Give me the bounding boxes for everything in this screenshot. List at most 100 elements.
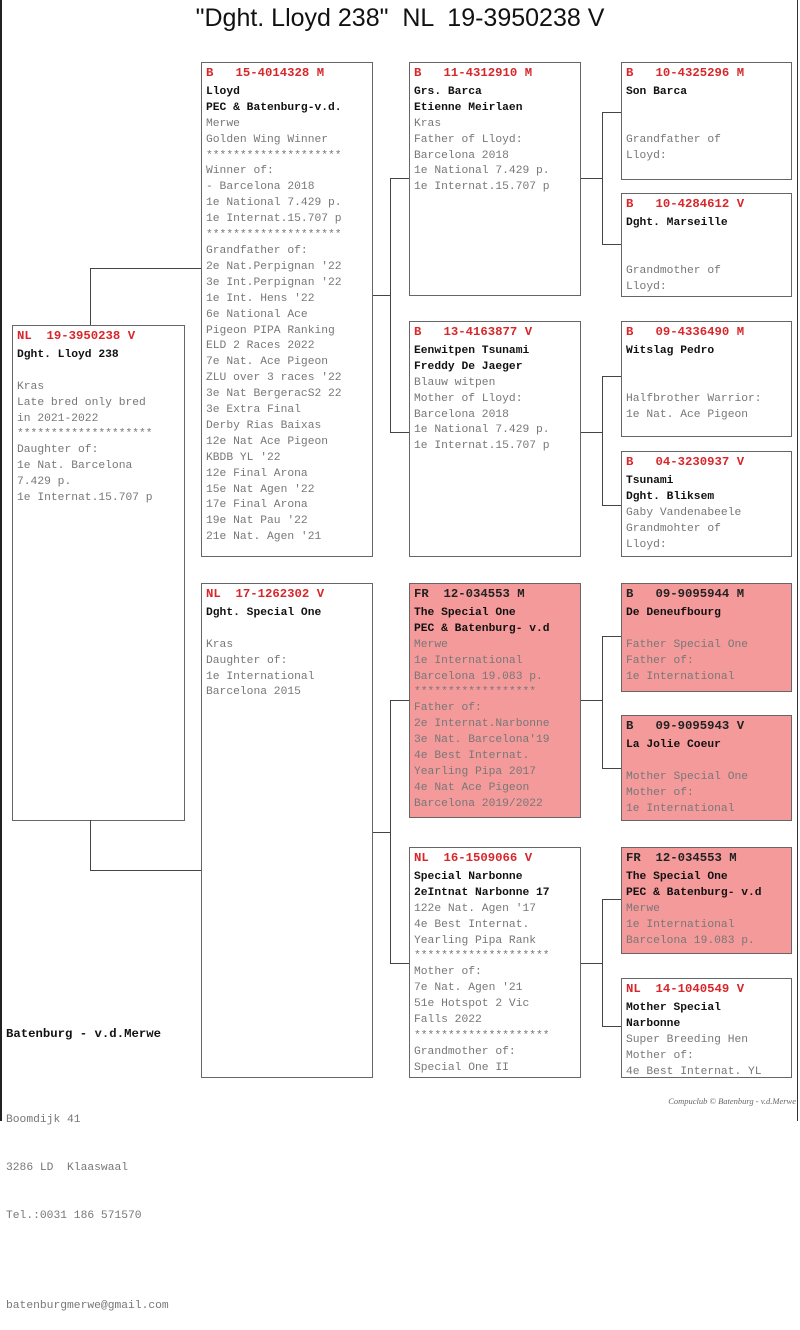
- pigeon-name: La Jolie Coeur: [626, 738, 721, 751]
- page-title: "Dght. Lloyd 238" NL 19-3950238 V: [195, 4, 605, 32]
- pedigree-card-dss: B 09-9095944 M De Deneufbourg Father Speci…: [621, 583, 792, 692]
- pigeon-name: Son Barca: [626, 85, 688, 98]
- pedigree-info-line: [626, 117, 791, 133]
- pedigree-info-line: [626, 360, 791, 376]
- pedigree-info-line: Grandmother of: [626, 264, 721, 277]
- connector-line: [390, 700, 391, 964]
- ring-number: NL 17-1262302 V: [206, 587, 325, 601]
- pedigree-info-line: 1e Int. Hens '22: [206, 292, 315, 305]
- pedigree-info-line: [626, 376, 791, 392]
- pedigree-info-line: 1e National 7.429 p.: [414, 165, 550, 178]
- pedigree-card-sire: B 15-4014328 M Lloyd PEC & Batenburg-v.d. M…: [201, 62, 373, 557]
- pedigree-info-line: Barcelona 2019/2022: [414, 797, 543, 810]
- pigeon-name: PEC & Batenburg- v.d: [414, 622, 550, 635]
- connector-line: [90, 820, 91, 870]
- connector-line: [602, 376, 603, 506]
- pedigree-info-line: Merwe: [626, 902, 660, 915]
- pigeon-name: Dght. Special One: [206, 606, 322, 619]
- breeder-email[interactable]: batenburgmerwe@gmail.com: [6, 1300, 169, 1312]
- pedigree-card-subject: NL 19-3950238 V Dght. Lloyd 238 Kras Late b…: [12, 325, 185, 821]
- pedigree-info-line: Kras: [414, 117, 442, 130]
- pedigree-info-line: 1e International: [626, 670, 735, 683]
- pedigree-info-line: Grandmohter of: [626, 522, 721, 535]
- pedigree-info-line: Grandmother of:: [414, 1045, 516, 1058]
- pedigree-info-line: Mother of:: [626, 1049, 694, 1062]
- ring-number: B 10-4325296 M: [626, 66, 745, 80]
- ring-number: B 11-4312910 M: [414, 66, 533, 80]
- pedigree-info-line: Golden Wing Winner: [206, 133, 329, 146]
- pedigree-info-line: ********************: [17, 428, 153, 441]
- pedigree-info-line: [17, 364, 184, 380]
- connector-line: [390, 178, 391, 433]
- pigeon-name: Special Narbonne: [414, 870, 523, 883]
- pedigree-info-line: Lloyd:: [626, 280, 667, 293]
- pedigree-info-line: ********************: [206, 229, 342, 242]
- pedigree-info-line: 1e Internat.15.707 p: [206, 213, 342, 226]
- pedigree-info-line: 4e Best Internat.: [414, 918, 530, 931]
- pedigree-info-line: [206, 622, 372, 638]
- pedigree-info-line: 7e Nat. Ace Pigeon: [206, 356, 329, 369]
- connector-line: [602, 505, 621, 506]
- pedigree-info-line: 21e Nat. Agen '21: [206, 531, 322, 544]
- pedigree-card-dsd: B 09-9095943 V La Jolie Coeur Mother Speci…: [621, 715, 792, 821]
- pedigree-info-line: Barcelona 19.083 p.: [626, 934, 755, 947]
- pedigree-info-line: Mother of:: [626, 786, 694, 799]
- pedigree-info-line: Special One II: [414, 1061, 509, 1074]
- pedigree-card-ssd: B 10-4284612 V Dght. Marseille Grandmother…: [621, 193, 792, 297]
- pedigree-info-line: Mother of:: [414, 966, 482, 979]
- pedigree-card-dam-dam: NL 16-1509066 V Special Narbonne 2eIntnat …: [409, 847, 581, 1078]
- pedigree-info-line: 2e Nat.Perpignan '22: [206, 260, 342, 273]
- pedigree-info-line: Father of:: [414, 702, 482, 715]
- connector-line: [602, 899, 603, 1027]
- pedigree-info-line: 1e Internat.15.707 p: [414, 440, 550, 453]
- pedigree-info-line: Father Special One: [626, 638, 749, 651]
- pedigree-info-line: [626, 232, 791, 248]
- pedigree-info-line: 1e Nat. Ace Pigeon: [626, 408, 749, 421]
- breeder-phone: Tel.:0031 186 571570: [6, 1210, 142, 1222]
- pedigree-info-line: 17e Final Arona: [206, 499, 308, 512]
- pedigree-info-line: 12e Nat Ace Pigeon: [206, 435, 329, 448]
- connector-line: [602, 1026, 621, 1027]
- connector-line: [602, 112, 621, 113]
- pedigree-info-line: 51e Hotspot 2 Vic: [414, 998, 530, 1011]
- pedigree-card-dam: NL 17-1262302 V Dght. Special One Kras Daug…: [201, 583, 373, 1078]
- ring-number: B 09-9095943 V: [626, 719, 745, 733]
- connector-line: [90, 268, 201, 269]
- pedigree-info-line: Yearling Pipa Rank: [414, 934, 537, 947]
- pedigree-info-line: [626, 754, 791, 770]
- pigeon-name: 2eIntnat Narbonne 17: [414, 886, 550, 899]
- pedigree-info-line: 12e Final Arona: [206, 467, 308, 480]
- pedigree-info-line: Falls 2022: [414, 1014, 482, 1027]
- pedigree-info-line: Merwe: [414, 638, 448, 651]
- connector-line: [581, 178, 602, 179]
- ring-number: NL 16-1509066 V: [414, 851, 533, 865]
- pedigree-card-sire-dam: B 13-4163877 V Eenwitpen Tsunami Freddy De…: [409, 321, 581, 557]
- pedigree-info-line: in 2021-2022: [17, 412, 99, 425]
- pedigree-card-sdd: B 04-3230937 V Tsunami Dght. Bliksem Gaby V…: [621, 451, 792, 557]
- pedigree-info-line: 1e International: [626, 802, 735, 815]
- pedigree-info-line: 1e Internat.15.707 p: [17, 492, 153, 505]
- ring-number: B 09-9095944 M: [626, 587, 745, 601]
- connector-line: [581, 963, 602, 964]
- pedigree-info-line: ********************: [414, 1029, 550, 1042]
- pedigree-info-line: Grandfather of: [626, 133, 721, 146]
- pedigree-info-line: Barcelona 19.083 p.: [414, 670, 543, 683]
- connector-line: [602, 112, 603, 245]
- pedigree-info-line: Kras: [206, 638, 234, 651]
- pedigree-info-line: 7.429 p.: [17, 476, 72, 489]
- pedigree-info-line: - Barcelona 2018: [206, 181, 315, 194]
- pedigree-info-line: 2e Internat.Narbonne: [414, 718, 550, 731]
- pedigree-info-line: Winner of:: [206, 165, 274, 178]
- connector-line: [602, 244, 621, 245]
- pigeon-name: Mother Special: [626, 1001, 721, 1014]
- pedigree-info-line: 3e Extra Final: [206, 404, 301, 417]
- page-border: [0, 0, 2, 1121]
- page-border: [797, 0, 798, 1121]
- pedigree-info-line: [626, 248, 791, 264]
- pedigree-info-line: Blauw witpen: [414, 376, 496, 389]
- connector-line: [581, 700, 602, 701]
- pigeon-name: De Deneufbourg: [626, 606, 721, 619]
- breeder-city: 3286 LD Klaaswaal: [6, 1162, 129, 1174]
- pedigree-info-line: Gaby Vandenabeele: [626, 506, 742, 519]
- pedigree-info-line: Barcelona 2015: [206, 686, 301, 699]
